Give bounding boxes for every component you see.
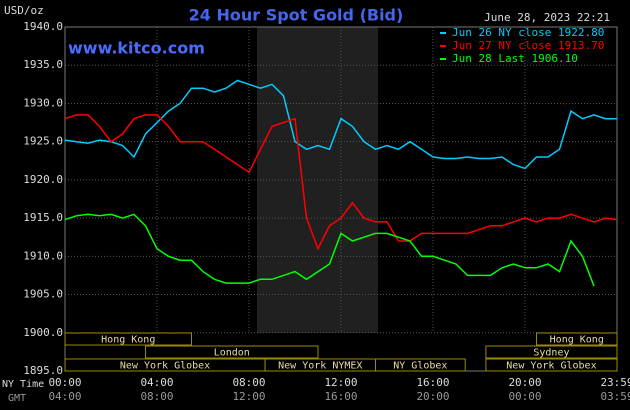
gmt-label: 08:00 [140,390,173,403]
session-bar [536,332,618,346]
gmt-label: 00:00 [508,390,541,403]
session-label: New York Globex [506,361,596,372]
y-tick-label: 1930.0 [23,96,63,109]
session-bar [145,345,319,359]
y-tick-label: 1935.0 [23,58,63,71]
session-label: London [214,348,250,359]
chart-title: 24 Hour Spot Gold (Bid) [189,6,404,25]
session-label: NY Globex [393,361,447,372]
y-tick-label: 1915.0 [23,211,63,224]
x-tick-label: 12:00 [324,376,357,389]
x-tick-label: 04:00 [140,376,173,389]
legend-label: Jun 27 NY close 1913.70 [452,39,604,52]
x-tick-label: 23:59 [600,376,630,389]
timestamp: June 28, 2023 22:21 [484,11,610,24]
gmt-label: 16:00 [324,390,357,403]
y-tick-label: 1920.0 [23,173,63,186]
unit-label: USD/oz [4,4,44,17]
session-label: Sydney [533,348,569,359]
session-label: Hong Kong [550,335,604,346]
x-tick-label: 20:00 [508,376,541,389]
session-label: New York Globex [120,361,210,372]
session-label: Hong Kong [101,335,155,346]
y-tick-label: 1940.0 [23,20,63,33]
y-tick-label: 1925.0 [23,135,63,148]
session-bar [375,358,466,372]
session-bar [64,332,192,346]
y-tick-label: 1910.0 [23,249,63,262]
gmt-label: 03:59 [600,390,630,403]
y-tick-label: 1895.0 [23,364,63,377]
gmt-label: 04:00 [48,390,81,403]
gmt-label: 12:00 [232,390,265,403]
series-line [64,79,617,170]
x-tick-label: 00:00 [48,376,81,389]
watermark: www.kitco.com [68,39,205,58]
y-tick-label: 1900.0 [23,326,63,339]
gmt-label: 20:00 [416,390,449,403]
x-row-label: GMT [8,393,26,404]
x-tick-label: 16:00 [416,376,449,389]
session-label: New York NYMEX [278,361,362,372]
x-row-label: NY Time [2,379,44,390]
series-line [64,114,618,251]
session-bar [485,358,618,372]
y-tick-label: 1905.0 [23,288,63,301]
session-bar [485,345,618,359]
series-line [64,213,595,287]
legend-label: Jun 26 NY close 1922.80 [452,26,604,39]
x-tick-label: 08:00 [232,376,265,389]
legend-label: Jun 28 Last 1906.10 [452,52,578,65]
